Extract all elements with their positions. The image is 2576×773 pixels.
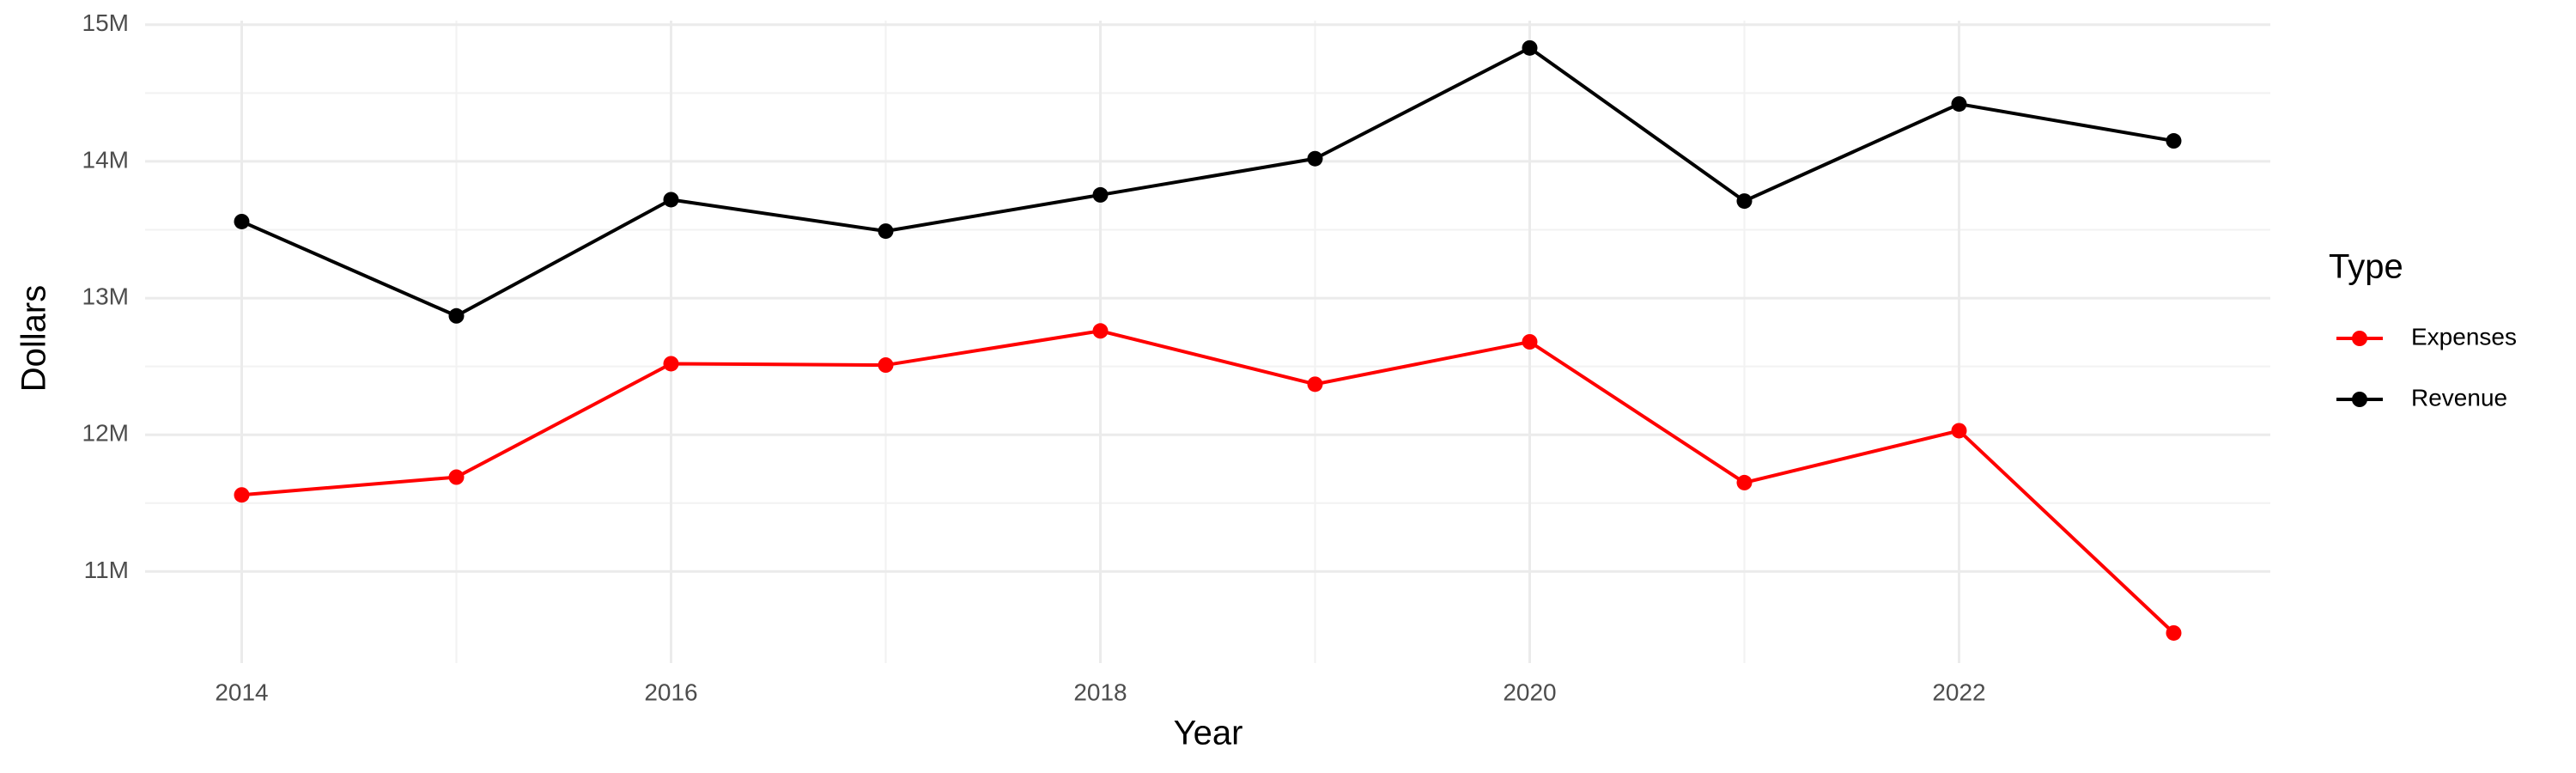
- data-point: [1736, 474, 1753, 490]
- data-point: [2166, 624, 2182, 641]
- y-axis-title: Dollars: [15, 285, 53, 392]
- y-tick-label: 14M: [82, 146, 129, 173]
- data-point: [1951, 423, 1967, 439]
- data-point: [878, 223, 894, 240]
- y-tick-label: 15M: [82, 9, 129, 36]
- legend-key-point: [2352, 331, 2367, 346]
- data-point: [1522, 334, 1538, 350]
- data-point: [878, 357, 894, 374]
- legend-label: Revenue: [2411, 384, 2507, 411]
- series-line: [240, 46, 2174, 318]
- data-point: [1092, 323, 1109, 339]
- legend-label: Expenses: [2411, 323, 2517, 350]
- x-tick-label: 2016: [644, 679, 697, 705]
- x-tick-label: 2018: [1073, 679, 1127, 705]
- data-point: [234, 213, 250, 229]
- series-line: [241, 329, 2175, 635]
- data-point: [1522, 40, 1538, 56]
- data-point: [1092, 186, 1109, 203]
- data-point: [234, 487, 250, 503]
- data-point: [448, 307, 465, 324]
- y-tick-label: 12M: [82, 420, 129, 447]
- x-tick-label: 2014: [215, 679, 268, 705]
- x-tick-label: 2022: [1932, 679, 1985, 705]
- data-point: [663, 192, 679, 208]
- legend-title: Type: [2329, 248, 2403, 286]
- data-point: [448, 469, 465, 485]
- legend-key-point: [2352, 392, 2367, 407]
- x-tick-label: 2020: [1503, 679, 1556, 705]
- data-point: [1736, 193, 1753, 210]
- data-point: [663, 356, 679, 372]
- data-point: [1307, 376, 1323, 393]
- data-point: [1307, 150, 1323, 167]
- y-tick-label: 11M: [84, 557, 129, 583]
- y-tick-label: 13M: [82, 283, 129, 309]
- data-point: [1951, 96, 1967, 113]
- x-axis-title: Year: [1174, 715, 1243, 752]
- data-point: [2166, 133, 2182, 149]
